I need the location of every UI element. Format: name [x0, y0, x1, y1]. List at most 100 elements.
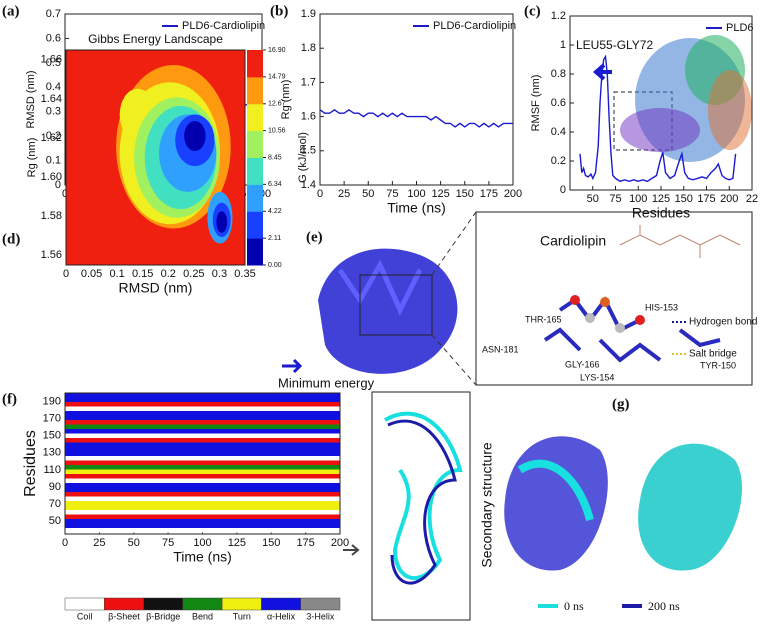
structure-stripe	[65, 406, 340, 412]
x-tick-label: 0.25	[183, 268, 204, 280]
y-tick-label: 190	[43, 395, 61, 407]
panel-label: (a)	[2, 3, 20, 19]
protein-inset	[592, 35, 752, 162]
panel-label: (f)	[2, 391, 17, 407]
colorbar-label: 6.34	[268, 181, 282, 188]
structure-stripe	[65, 397, 340, 403]
colorbar-segment	[247, 76, 263, 105]
protein	[504, 436, 608, 571]
structure-stripe	[65, 393, 340, 398]
arrow-label: Minimum energy	[278, 375, 375, 390]
legend-label: Coil	[77, 611, 93, 621]
x-tick-label: 25	[338, 188, 350, 200]
colorbar-label: 10.56	[268, 128, 286, 135]
structure-stripe	[65, 492, 340, 497]
y-tick-label: 70	[49, 498, 61, 510]
colorbar-label: 14.79	[268, 74, 286, 81]
y-tick-label: 1.8	[301, 42, 316, 54]
colorbar-segment	[247, 103, 263, 132]
x-tick-label: 100	[193, 537, 211, 549]
y-tick-label: 1.5	[301, 145, 316, 157]
panel-label: (e)	[306, 229, 323, 245]
residue-label: HIS-153	[645, 302, 678, 312]
colorbar-segment	[247, 130, 263, 158]
structure-stripe	[65, 411, 340, 416]
y-tick-label: 0.5	[46, 57, 61, 69]
x-tick-label: 25	[93, 537, 105, 549]
contour-level	[184, 120, 206, 152]
plot-frame	[319, 13, 514, 186]
colorbar-label: 4.22	[268, 208, 282, 215]
legend-label: β-Bridge	[146, 611, 180, 621]
x-tick-label: 75	[386, 188, 398, 200]
x-tick-label: 200	[331, 537, 349, 549]
x-tick-label: 125	[652, 193, 670, 205]
atom	[585, 313, 595, 323]
legend-label: PLD6-Cardiolipin	[182, 20, 265, 32]
legend-label: 0 ns	[564, 599, 584, 613]
y-tick-label: 50	[49, 515, 61, 527]
x-tick-label: 75	[609, 193, 621, 205]
legend-label: 200 ns	[648, 599, 680, 613]
residue-label: THR-165	[525, 314, 562, 324]
legend-label: PLD6	[726, 22, 754, 34]
data-line	[319, 108, 513, 128]
x-tick-label: 50	[128, 537, 140, 549]
colorbar-label: 12.67	[268, 101, 286, 108]
plot-frame	[65, 49, 246, 266]
protein	[517, 459, 594, 522]
y-axis-label: RMSD (nm)	[25, 70, 37, 128]
y-tick-label: 0.2	[551, 155, 566, 167]
y-tick-label: 0	[55, 179, 61, 191]
y-tick-label: 1.58	[41, 210, 62, 222]
structure-stripe	[65, 420, 340, 425]
x-axis-label: RMSD (nm)	[119, 280, 193, 296]
x-tick-label: 50	[587, 193, 599, 205]
residue-label: ASN-181	[482, 344, 519, 354]
legend-swatch	[221, 597, 262, 611]
structure-stripe	[65, 415, 340, 421]
y-tick-label: 0.6	[46, 32, 61, 44]
x-tick-label: 0	[63, 268, 69, 280]
legend-label: Turn	[233, 611, 251, 621]
zoom-box	[359, 274, 433, 336]
panel-g: Secondary structure 0 ns 200 ns	[343, 391, 743, 621]
x-tick-label: 0	[62, 537, 68, 549]
y-tick-label: 0.4	[46, 81, 61, 93]
colorbar-label: 0.00	[268, 262, 282, 269]
backbone	[384, 411, 463, 581]
protein-blob	[708, 70, 752, 150]
y-tick-label: 0	[560, 184, 566, 196]
protein	[638, 443, 743, 571]
y-tick-label: 1.2	[551, 10, 566, 22]
x-tick-label: 125	[431, 188, 449, 200]
x-tick-label: 0.05	[81, 268, 102, 280]
structure-stripe	[65, 474, 340, 479]
legend-swatch	[182, 597, 223, 611]
structure-stripe	[65, 424, 340, 430]
y-tick-label: 1	[560, 39, 566, 51]
panel-label: (g)	[612, 396, 630, 412]
structure-stripe	[65, 496, 340, 502]
annotation: LEU55-GLY72	[576, 38, 653, 52]
y-tick-label: 1.4	[301, 179, 316, 191]
x-tick-label: 100	[629, 193, 647, 205]
y-axis-label: RMSF (nm)	[530, 75, 542, 132]
panel-label: (d)	[2, 231, 20, 247]
y-tick-label: 1.7	[301, 76, 316, 88]
colorbar-segment	[247, 211, 263, 239]
colorbar-title: G (kJ/mol)	[297, 132, 309, 183]
y-tick-label: 1.56	[41, 249, 62, 261]
y-tick-label: 1.60	[41, 171, 62, 183]
legend-label: 3-Helix	[306, 611, 335, 621]
structure-title: Secondary structure	[479, 442, 495, 567]
y-tick-label: 1.6	[301, 111, 316, 123]
structure-stripe	[65, 402, 340, 407]
chart-title: Gibbs Energy Landscape	[88, 32, 223, 46]
plot-frame	[64, 392, 341, 535]
structure-stripe	[65, 456, 340, 461]
structure-stripe	[65, 465, 340, 470]
legend-label: α-Helix	[267, 611, 296, 621]
legend-swatch	[104, 597, 144, 611]
